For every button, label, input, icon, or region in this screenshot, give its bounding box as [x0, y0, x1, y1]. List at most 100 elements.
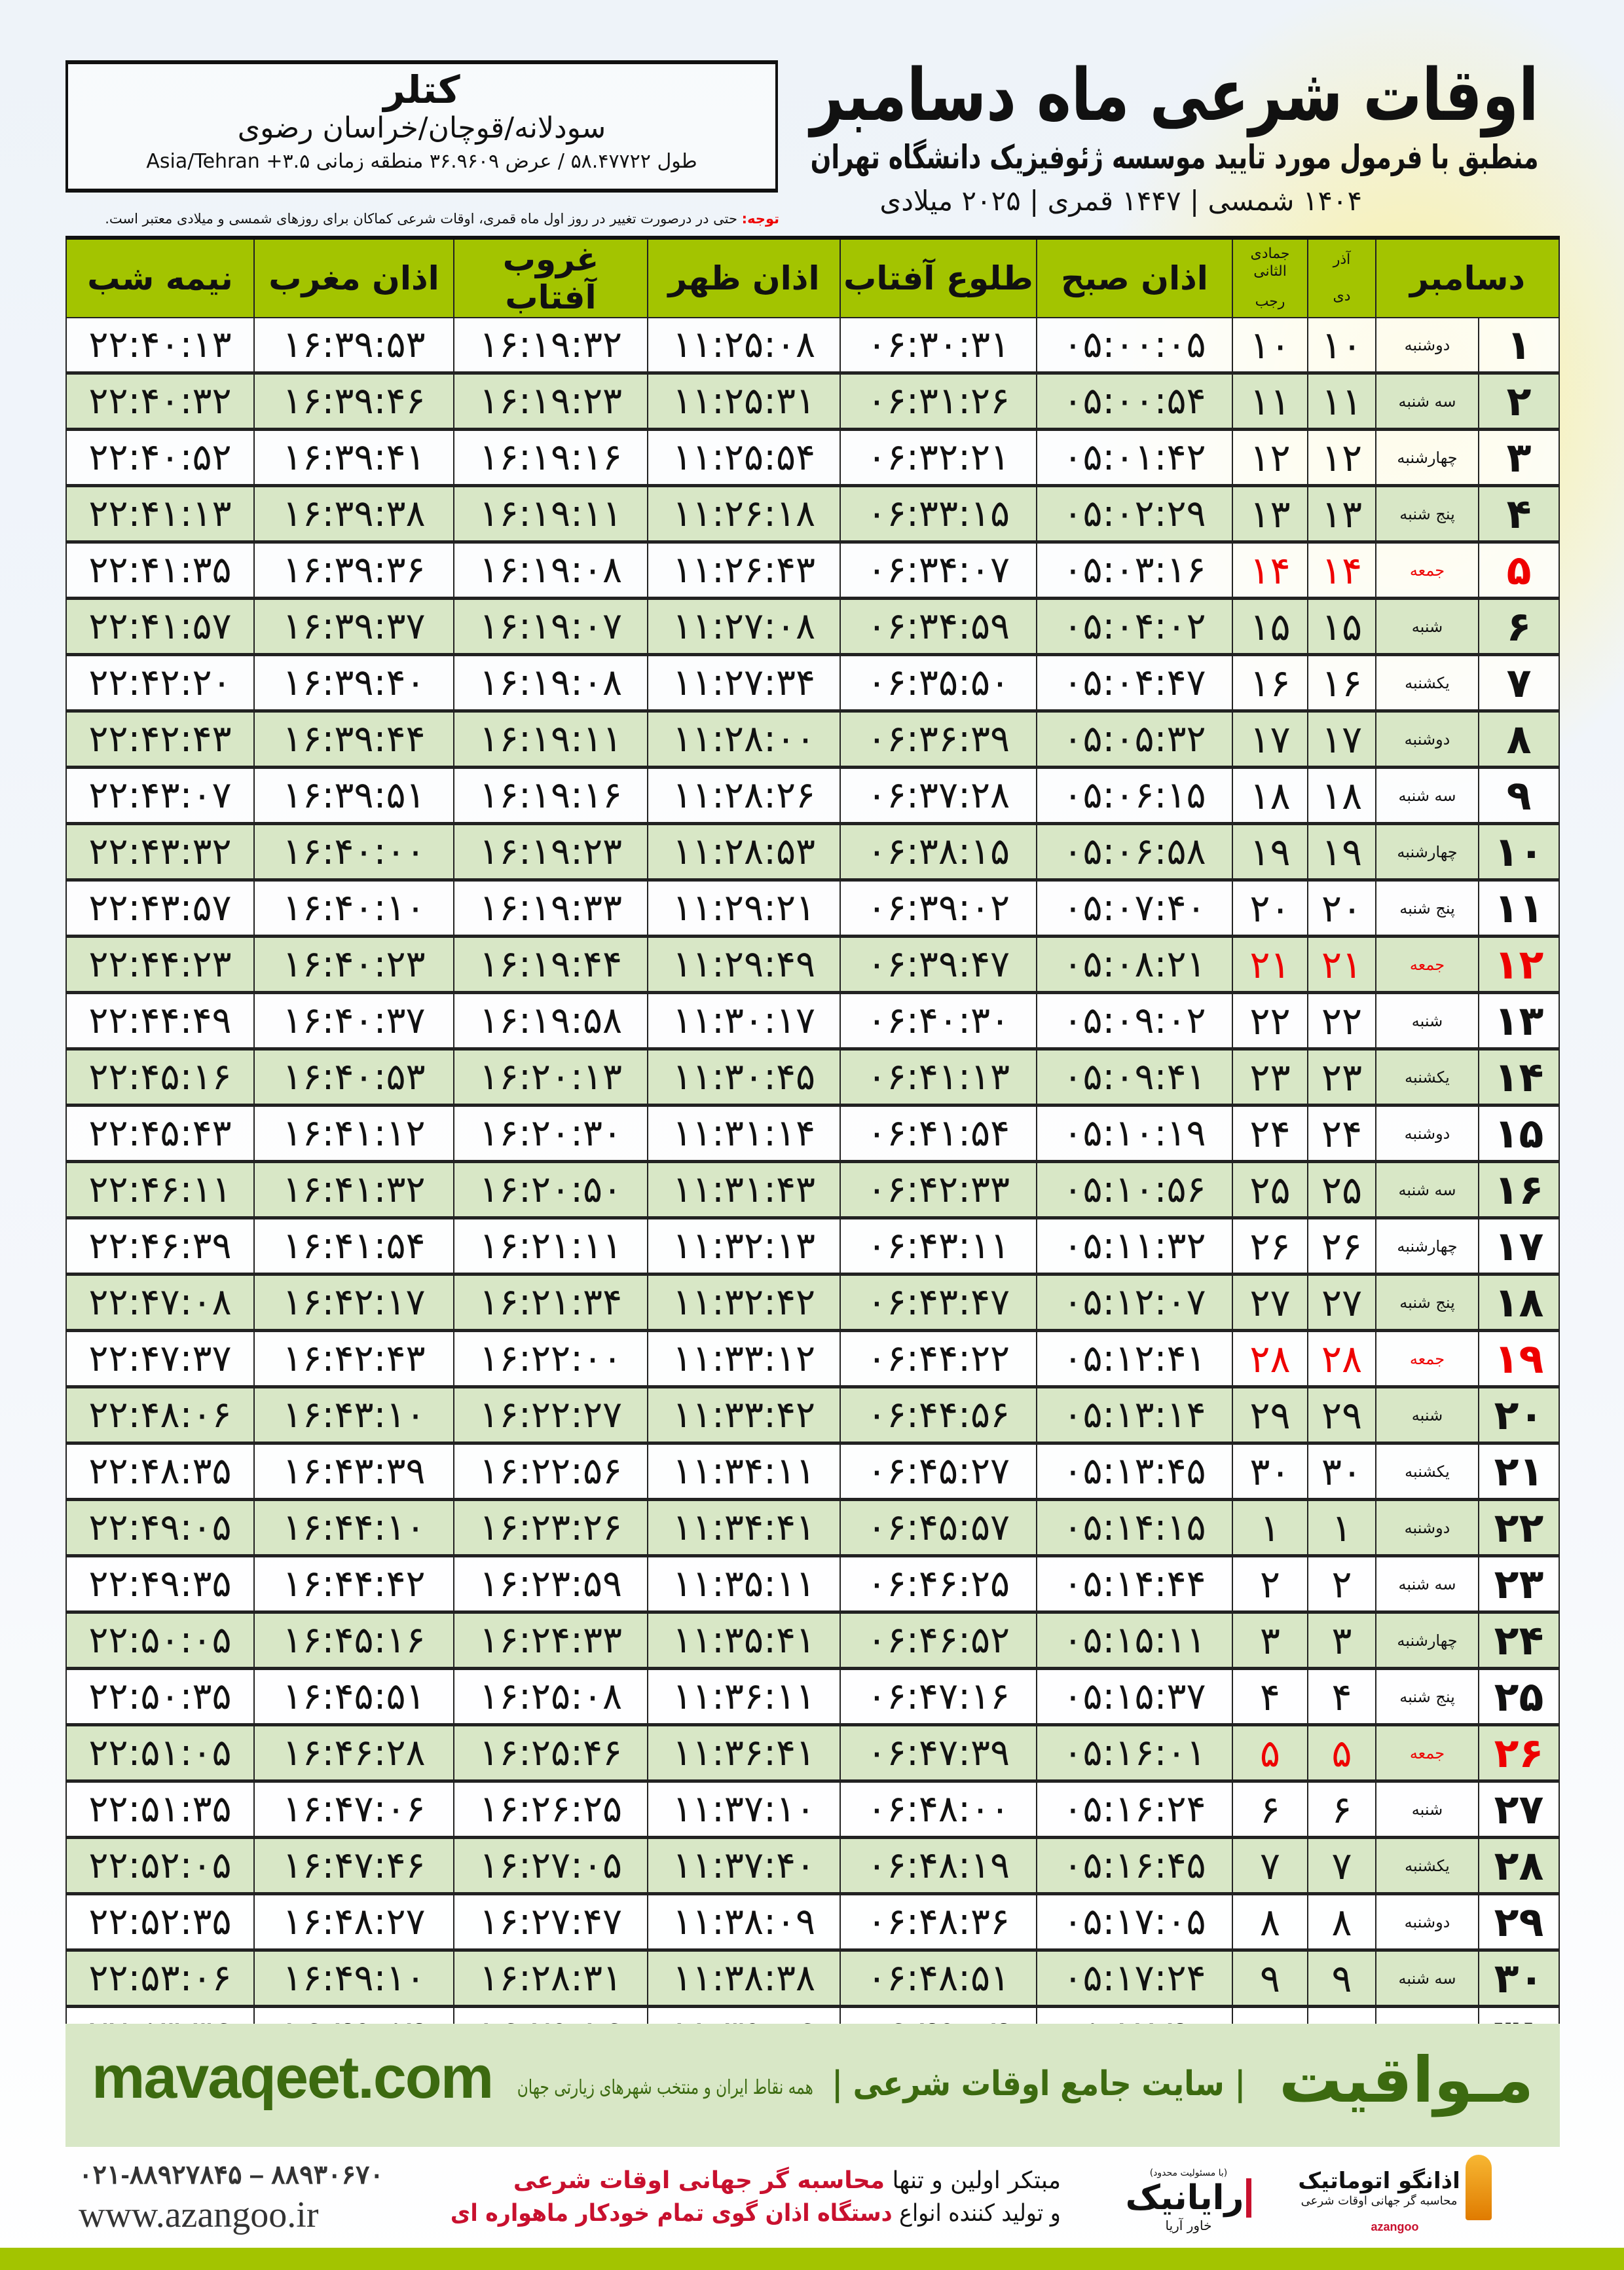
midnight-time-text: ۲۲:۵۳:۰۶	[88, 1957, 232, 2000]
day-number: ۲۵	[1478, 1667, 1560, 1726]
shamsi-day-text: ۴	[1331, 1674, 1352, 1719]
midnight-time: ۲۲:۴۸:۰۶	[65, 1386, 255, 1445]
maghrib-time: ۱۶:۴۳:۱۰	[253, 1386, 454, 1445]
azangoo-website[interactable]: www.azangoo.ir	[79, 2195, 319, 2235]
qamari-day: ۲۳	[1232, 1048, 1308, 1107]
dhuhr-time: ۱۱:۳۷:۱۰	[647, 1780, 841, 1839]
weekday: دوشنبه	[1375, 1893, 1480, 1952]
sunset-time: ۱۶:۲۲:۲۷	[453, 1386, 648, 1445]
qamari-day: ۶	[1232, 1780, 1308, 1839]
maghrib-time: ۱۶:۳۹:۵۱	[253, 766, 454, 825]
table-row: ۲۲ دوشنبه ۱ ۱ ۰۵:۱۴:۱۵ ۰۶:۴۵:۵۷ ۱۱:۳۴:۴۱ ۱۶:۲۳:…	[65, 1498, 1560, 1557]
dhuhr-time-text: ۱۱:۲۸:۵۳	[672, 830, 816, 873]
weekday-text: شنبه	[1411, 1800, 1443, 1819]
dhuhr-time-text: ۱۱:۳۱:۴۳	[672, 1168, 816, 1211]
dhuhr-time: ۱۱:۲۵:۳۱	[647, 372, 841, 431]
weekday: چهارشنبه	[1375, 428, 1480, 487]
sunset-time: ۱۶:۲۰:۳۰	[453, 1104, 648, 1163]
sunrise-time-text: ۰۶:۴۸:۵۱	[866, 1957, 1010, 2000]
maghrib-time: ۱۶:۴۱:۵۴	[253, 1217, 454, 1276]
qamari-day-text: ۱۴	[1249, 548, 1291, 593]
weekday-text: جمعه	[1409, 561, 1445, 580]
midnight-time-text: ۲۲:۴۰:۱۳	[88, 324, 232, 366]
note-text: حتی در درصورت تغییر در روز اول ماه قمری،…	[105, 211, 742, 227]
weekday-text: سه شنبه	[1398, 1969, 1456, 1988]
promo-line1: مبتکر اولین و تنها	[885, 2167, 1061, 2194]
shamsi-day-text: ۲۷	[1321, 1280, 1363, 1325]
shamsi-day: ۸	[1307, 1893, 1376, 1952]
sunrise-time: ۰۶:۴۵:۵۷	[840, 1498, 1037, 1557]
weekday-text: چهارشنبه	[1397, 1237, 1458, 1256]
table-row: ۱۵ دوشنبه ۲۴ ۲۴ ۰۵:۱۰:۱۹ ۰۶:۴۱:۵۴ ۱۱:۳۱:۱۴ ۱۶:۲…	[65, 1104, 1560, 1163]
weekday-text: چهارشنبه	[1397, 1631, 1458, 1650]
sunrise-time-text: ۰۶:۴۷:۱۶	[866, 1675, 1010, 1718]
midnight-time: ۲۲:۵۱:۰۵	[65, 1724, 255, 1783]
shamsi-day-text: ۷	[1331, 1843, 1352, 1888]
weekday-text: دوشنبه	[1404, 1912, 1450, 1931]
maghrib-time-text: ۱۶:۴۵:۱۶	[282, 1619, 426, 1662]
midnight-time: ۲۲:۴۵:۱۶	[65, 1048, 255, 1107]
maghrib-time-text: ۱۶:۳۹:۳۷	[282, 605, 426, 648]
phone-numbers: ۰۲۱-۸۸۹۲۷۸۴۵ – ۸۸۹۳۰۶۷۰	[79, 2161, 384, 2189]
midnight-time-text: ۲۲:۴۶:۱۱	[88, 1168, 232, 1211]
day-number: ۱۵	[1478, 1104, 1560, 1163]
dhuhr-time: ۱۱:۳۶:۱۱	[647, 1667, 841, 1726]
sunset-time: ۱۶:۲۲:۰۰	[453, 1330, 648, 1388]
shamsi-day-text: ۲۴	[1321, 1111, 1363, 1156]
sunset-time: ۱۶:۱۹:۰۸	[453, 541, 648, 600]
dhuhr-time: ۱۱:۳۳:۴۲	[647, 1386, 841, 1445]
maghrib-time-text: ۱۶:۴۰:۲۳	[282, 943, 426, 986]
qamari-day-text: ۹	[1259, 1956, 1281, 2001]
maghrib-time: ۱۶:۴۵:۱۶	[253, 1611, 454, 1670]
maghrib-time-text: ۱۶:۴۳:۱۰	[282, 1394, 426, 1436]
sunrise-time-text: ۰۶:۴۲:۳۳	[866, 1168, 1010, 1211]
sunrise-time-text: ۰۶:۴۴:۵۶	[866, 1394, 1010, 1436]
dhuhr-time-text: ۱۱:۳۱:۱۴	[672, 1112, 816, 1155]
day-number: ۱	[1478, 317, 1560, 375]
sunrise-time: ۰۶:۴۱:۱۳	[840, 1048, 1037, 1107]
shamsi-day: ۲	[1307, 1555, 1376, 1614]
day-number-text: ۲۵	[1494, 1673, 1544, 1721]
sunrise-time-text: ۰۶:۴۳:۴۷	[866, 1281, 1010, 1324]
midnight-time-text: ۲۲:۵۲:۳۵	[88, 1901, 232, 1943]
header-fajr: اذان صبح	[1036, 237, 1233, 318]
table-row: ۸ دوشنبه ۱۷ ۱۷ ۰۵:۰۵:۳۲ ۰۶:۳۶:۳۹ ۱۱:۲۸:۰۰ ۱۶:۱۹…	[65, 710, 1560, 769]
sunset-time: ۱۶:۱۹:۲۳	[453, 372, 648, 431]
maghrib-time-text: ۱۶:۳۹:۴۱	[282, 436, 426, 479]
day-number: ۱۱	[1478, 879, 1560, 938]
midnight-time-text: ۲۲:۴۴:۴۹	[88, 999, 232, 1042]
fajr-time-text: ۰۵:۰۲:۲۹	[1063, 493, 1206, 535]
fajr-time-text: ۰۵:۱۰:۱۹	[1063, 1112, 1206, 1155]
midnight-time: ۲۲:۴۲:۲۰	[65, 654, 255, 713]
shamsi-day: ۱۶	[1307, 654, 1376, 713]
weekday-text: پنج شنبه	[1399, 504, 1455, 523]
day-number: ۱۲	[1478, 935, 1560, 994]
promo-line1-highlight: محاسبه گر جهانی اوقات شرعی	[513, 2167, 885, 2194]
fajr-time-text: ۰۵:۱۳:۱۴	[1063, 1394, 1206, 1436]
day-number-text: ۶	[1506, 603, 1532, 650]
day-number: ۹	[1478, 766, 1560, 825]
subtitle-area: منطبق با فرمول مورد تایید موسسه ژئوفیزیک…	[805, 138, 1539, 179]
sunset-time-text: ۱۶:۲۲:۵۶	[479, 1450, 623, 1493]
weekday: جمعه	[1375, 935, 1480, 994]
website-link[interactable]: mavaqeet.com	[92, 2044, 494, 2111]
sunset-time: ۱۶:۱۹:۰۷	[453, 597, 648, 656]
shamsi-day: ۲۷	[1307, 1273, 1376, 1332]
shamsi-day: ۱۳	[1307, 485, 1376, 544]
table-row: ۱۳ شنبه ۲۲ ۲۲ ۰۵:۰۹:۰۲ ۰۶:۴۰:۳۰ ۱۱:۳۰:۱۷ ۱۶:۱۹:…	[65, 992, 1560, 1051]
shamsi-day-text: ۳	[1331, 1618, 1352, 1663]
day-number: ۲۴	[1478, 1611, 1560, 1670]
day-number: ۱۴	[1478, 1048, 1560, 1107]
fajr-time: ۰۵:۰۶:۱۵	[1036, 766, 1233, 825]
weekday-text: جمعه	[1409, 955, 1445, 974]
midnight-time: ۲۲:۵۲:۳۵	[65, 1893, 255, 1952]
table-row: ۲۱ یکشنبه ۳۰ ۳۰ ۰۵:۱۳:۴۵ ۰۶:۴۵:۲۷ ۱۱:۳۴:۱۱ ۱۶:۲…	[65, 1442, 1560, 1501]
midnight-time: ۲۲:۵۲:۰۵	[65, 1836, 255, 1895]
sunset-time-text: ۱۶:۲۶:۲۵	[479, 1788, 623, 1831]
fajr-time-text: ۰۵:۰۷:۴۰	[1063, 887, 1206, 929]
qamari-day-text: ۱۳	[1249, 491, 1291, 536]
day-number-text: ۱۵	[1494, 1109, 1544, 1157]
day-number-text: ۲۴	[1494, 1616, 1544, 1664]
azangoo-logo: اذانگو اتوماتیک محاسبه گر جهانی اوقات شر…	[1290, 2155, 1500, 2253]
maghrib-time: ۱۶:۴۷:۰۶	[253, 1780, 454, 1839]
